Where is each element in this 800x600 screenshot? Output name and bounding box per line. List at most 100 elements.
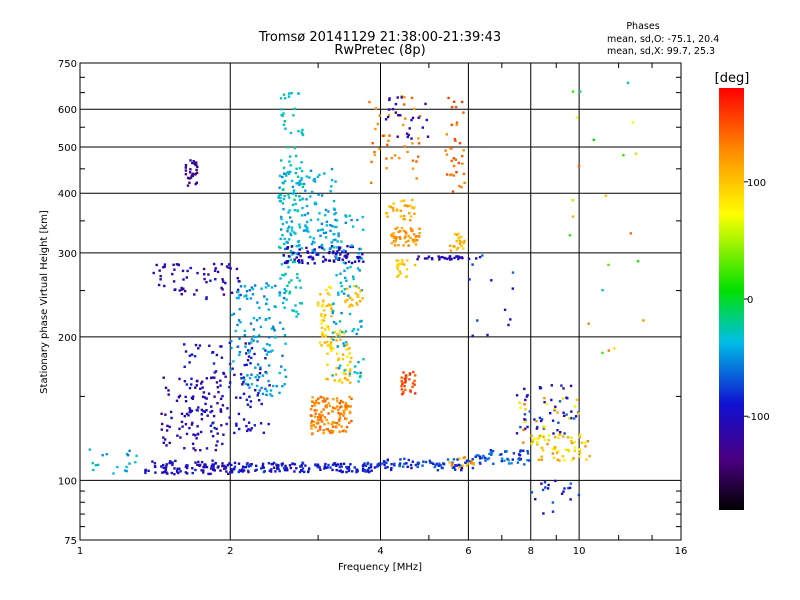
- data-point: [178, 467, 181, 470]
- data-point: [219, 345, 222, 348]
- data-point: [468, 460, 471, 463]
- data-point: [101, 454, 104, 457]
- data-point: [300, 182, 303, 185]
- data-point: [317, 422, 320, 425]
- data-point: [283, 242, 286, 246]
- data-point: [526, 452, 530, 455]
- x-tick-label: 4: [377, 546, 383, 557]
- data-point: [567, 417, 571, 420]
- data-point: [183, 415, 186, 418]
- data-point: [298, 167, 302, 170]
- data-point: [345, 405, 348, 408]
- data-point: [401, 381, 404, 385]
- plot-frame: [79, 62, 682, 541]
- data-point: [286, 146, 289, 149]
- data-point: [540, 482, 543, 485]
- data-point: [552, 456, 556, 459]
- data-point: [327, 402, 330, 405]
- data-point: [312, 424, 316, 427]
- data-point: [342, 292, 346, 295]
- data-point: [152, 271, 155, 275]
- data-point: [357, 380, 360, 383]
- data-point: [310, 242, 314, 246]
- data-point: [211, 376, 214, 379]
- data-point: [283, 120, 286, 123]
- data-point: [523, 418, 526, 421]
- data-point: [230, 291, 234, 294]
- data-point: [538, 416, 542, 420]
- y-tick-label: 300: [58, 249, 77, 260]
- data-point: [458, 184, 461, 188]
- data-point: [322, 408, 325, 411]
- data-point: [205, 296, 208, 299]
- data-point: [236, 345, 239, 348]
- data-point: [329, 286, 333, 290]
- data-point: [196, 409, 199, 412]
- data-point: [320, 410, 323, 414]
- data-point: [536, 437, 539, 440]
- data-point: [465, 464, 469, 467]
- data-point: [563, 432, 566, 435]
- data-point: [313, 241, 316, 244]
- data-point: [189, 266, 192, 270]
- data-point: [248, 289, 252, 292]
- data-point: [409, 463, 413, 467]
- data-point: [229, 368, 232, 372]
- data-point: [453, 245, 456, 248]
- data-point: [289, 249, 293, 253]
- data-point: [285, 240, 288, 244]
- data-point: [563, 487, 566, 490]
- data-point: [311, 251, 314, 254]
- data-point: [448, 256, 451, 260]
- data-point: [461, 464, 464, 467]
- data-point: [180, 412, 184, 415]
- data-point: [345, 470, 348, 474]
- data-point: [242, 418, 246, 421]
- data-point: [269, 350, 272, 353]
- data-point: [178, 377, 181, 381]
- data-point: [282, 197, 286, 201]
- data-point: [258, 334, 261, 337]
- data-point: [408, 127, 411, 130]
- data-point: [460, 240, 463, 244]
- data-point: [261, 464, 264, 468]
- data-point: [522, 449, 525, 452]
- data-point: [203, 273, 206, 276]
- data-point: [194, 386, 197, 389]
- data-point: [323, 172, 326, 175]
- data-point: [246, 383, 250, 386]
- data-point: [407, 133, 410, 137]
- data-point: [320, 326, 324, 329]
- data-point: [573, 405, 577, 408]
- data-point: [188, 426, 191, 430]
- data-point: [339, 253, 342, 256]
- data-point: [288, 292, 291, 295]
- data-point: [348, 347, 351, 350]
- data-point: [272, 466, 276, 469]
- data-point: [402, 390, 405, 394]
- data-point: [457, 463, 460, 467]
- data-point: [324, 334, 327, 337]
- data-point: [382, 460, 386, 463]
- data-point: [278, 391, 281, 395]
- data-point: [256, 394, 259, 397]
- data-point: [413, 206, 416, 209]
- data-point: [255, 468, 258, 471]
- data-point: [356, 372, 359, 375]
- data-point: [295, 256, 298, 259]
- data-point: [324, 466, 328, 469]
- data-point: [300, 247, 303, 250]
- data-point: [280, 108, 283, 111]
- data-point: [444, 149, 447, 152]
- data-point: [191, 442, 195, 445]
- data-point: [296, 276, 299, 279]
- data-point: [239, 293, 242, 297]
- data-point: [545, 402, 548, 406]
- data-point: [395, 209, 399, 212]
- data-point: [341, 429, 344, 433]
- data-point: [386, 115, 390, 119]
- data-point: [464, 461, 467, 464]
- data-point: [518, 457, 521, 460]
- data-point: [570, 417, 573, 420]
- data-point: [205, 297, 208, 301]
